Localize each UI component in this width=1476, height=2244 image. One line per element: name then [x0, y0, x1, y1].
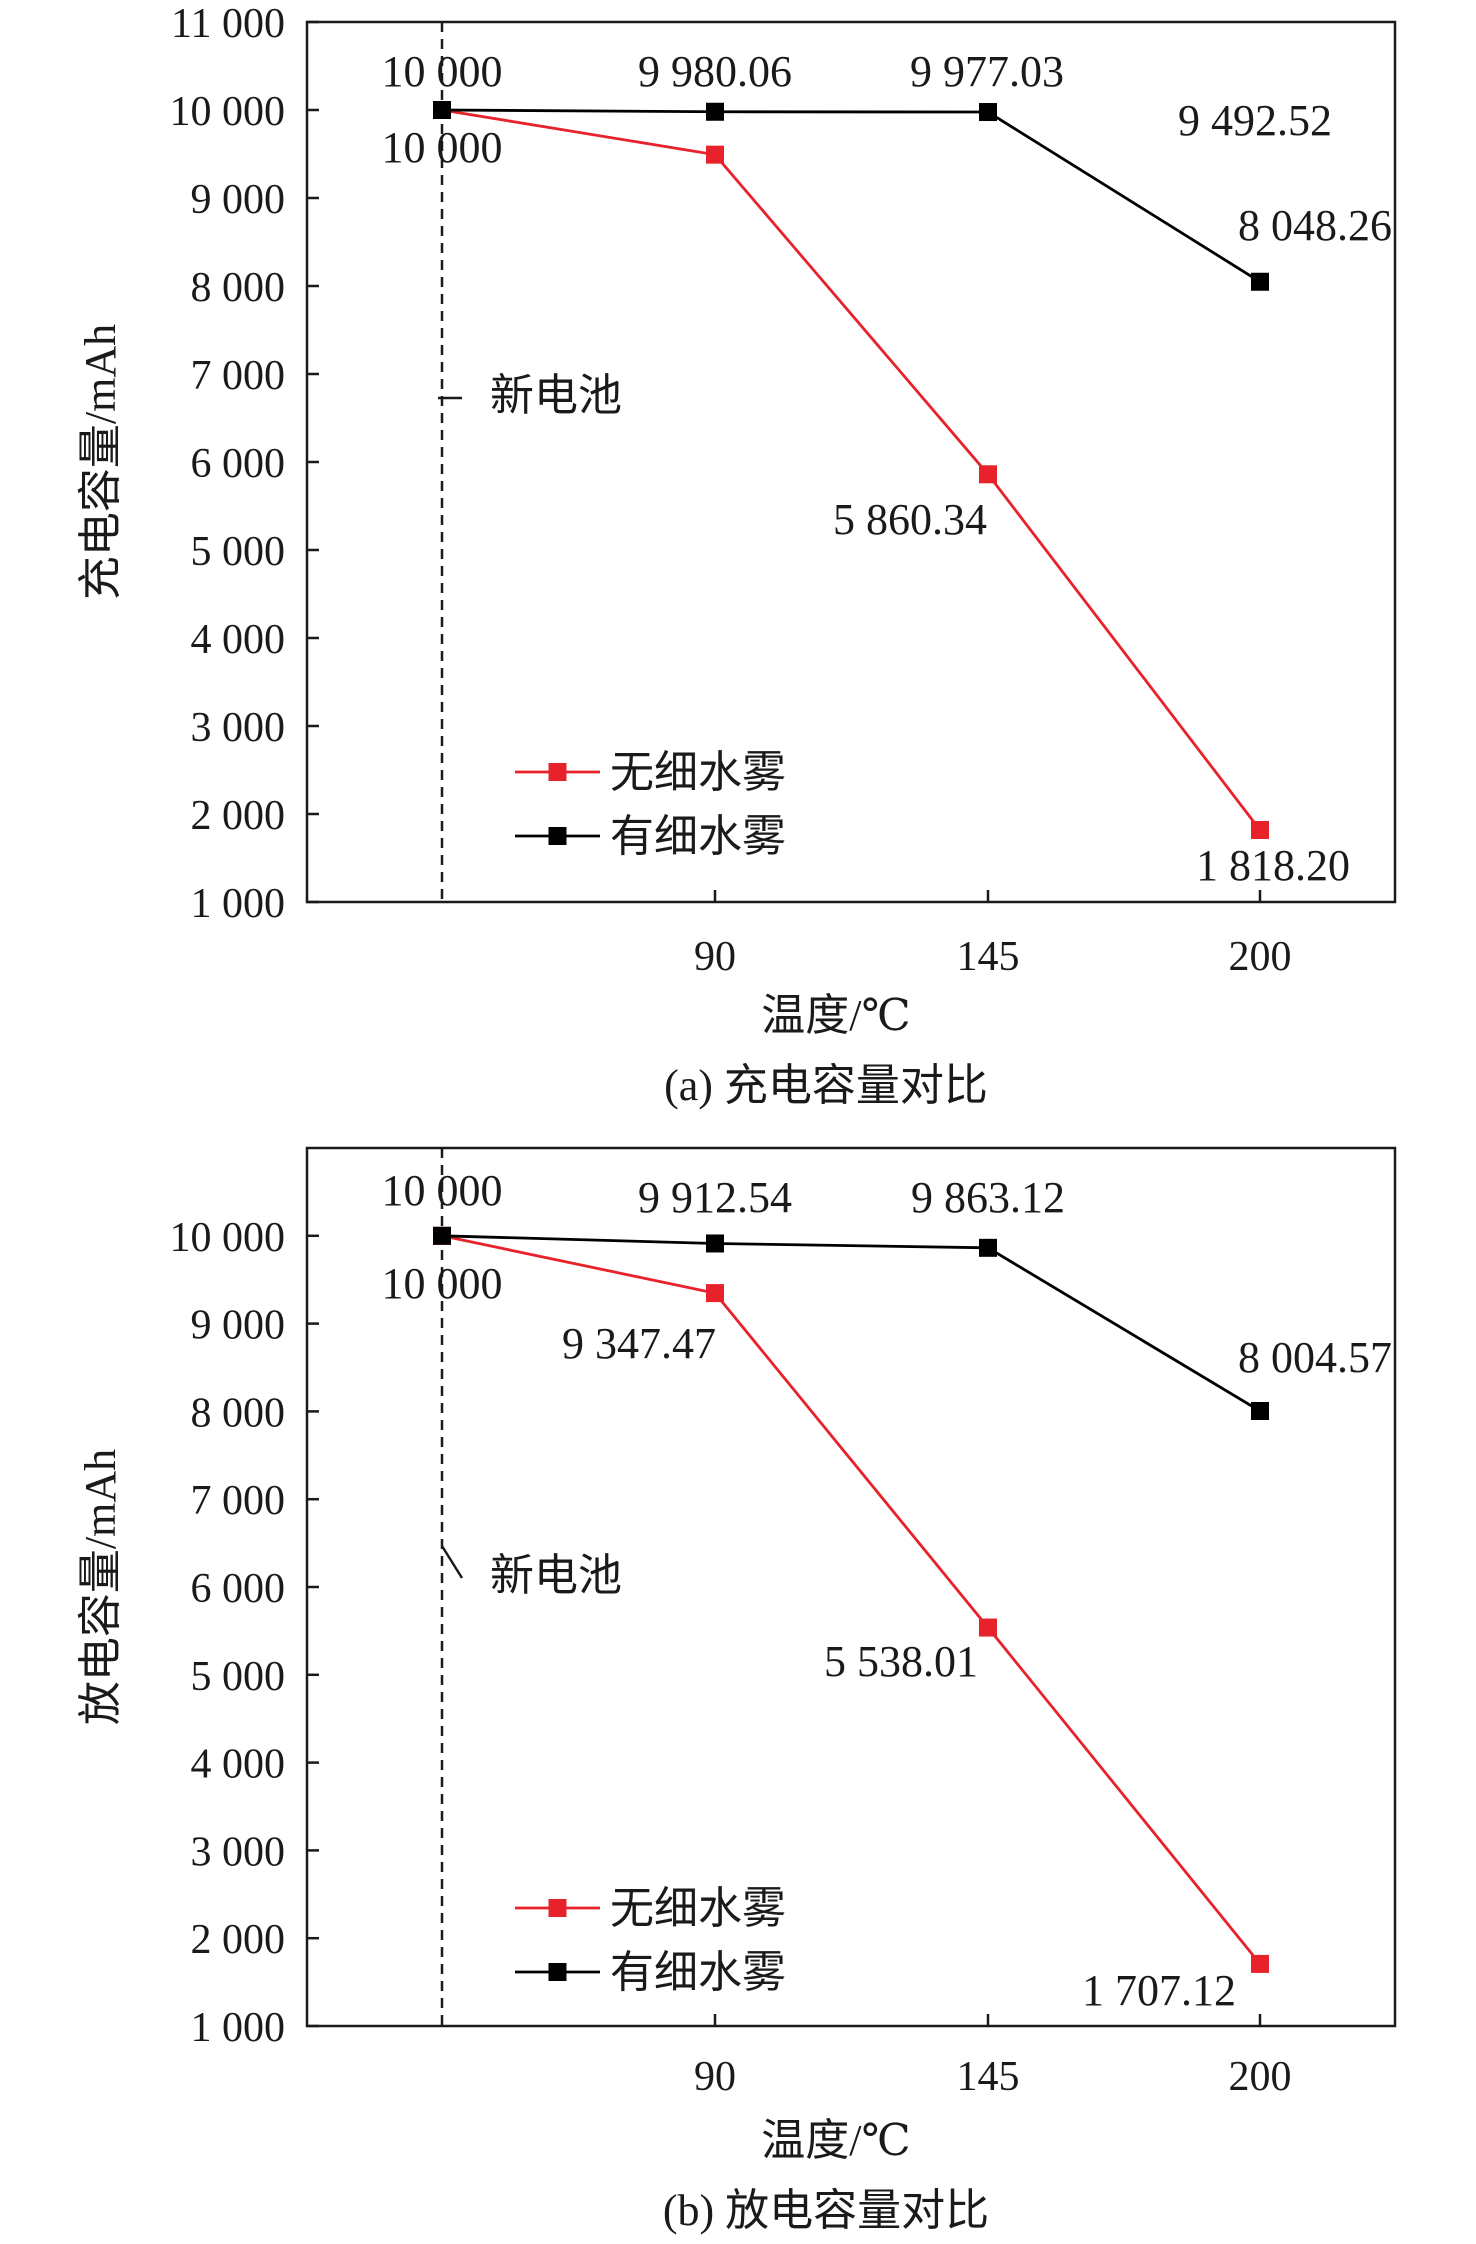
- legend-label: 无细水雾: [610, 748, 786, 797]
- x-tick-label: 200: [1229, 934, 1292, 980]
- legend-marker: [548, 1899, 567, 1917]
- y-axis-title: 充电容量/mAh: [76, 324, 125, 600]
- data-point: [979, 1618, 997, 1637]
- data-label: 10 000: [382, 47, 503, 96]
- x-axis-title: 温度/℃: [761, 991, 910, 1040]
- data-point: [433, 1226, 451, 1245]
- y-tick-label: 4 000: [191, 617, 286, 663]
- y-tick-label: 1 000: [191, 881, 286, 927]
- x-tick-label: 145: [957, 934, 1020, 980]
- y-tick-label: 10 000: [170, 1215, 286, 1261]
- data-point: [706, 1234, 724, 1253]
- y-tick-label: 11 000: [171, 1, 285, 47]
- y-tick-label: 8 000: [191, 265, 286, 311]
- data-label: 10 000: [382, 1166, 503, 1215]
- x-tick-label: 145: [957, 2054, 1020, 2100]
- data-point: [1251, 272, 1269, 291]
- y-tick-label: 5 000: [191, 1654, 286, 1700]
- data-point: [1251, 1954, 1269, 1973]
- data-label: 8 004.57: [1238, 1333, 1392, 1382]
- new-battery-leader: [440, 1545, 464, 1579]
- y-tick-label: 8 000: [191, 1390, 286, 1436]
- y-tick-label: 3 000: [191, 705, 286, 751]
- data-label: 9 912.54: [638, 1173, 792, 1222]
- data-point: [433, 101, 451, 119]
- x-tick-label: 200: [1229, 2054, 1292, 2100]
- legend-label: 无细水雾: [610, 1884, 786, 1933]
- x-tick-label: 90: [694, 2054, 736, 2100]
- series-line: [441, 1234, 1262, 1965]
- new-battery-label: 新电池: [490, 1551, 622, 1600]
- y-tick-label: 6 000: [191, 441, 286, 487]
- legend-label: 有细水雾: [610, 812, 786, 861]
- data-label: 1 818.20: [1196, 841, 1350, 890]
- x-axis-title: 温度/℃: [761, 2116, 910, 2165]
- y-tick-label: 9 000: [191, 177, 286, 223]
- data-label: 9 980.06: [638, 47, 792, 96]
- data-point: [1251, 1401, 1269, 1420]
- y-axis-title: 放电容量/mAh: [76, 1449, 125, 1725]
- data-point: [979, 1238, 997, 1257]
- data-label: 1 707.12: [1082, 1966, 1236, 2015]
- data-label: 5 538.01: [824, 1637, 978, 1686]
- y-tick-label: 6 000: [191, 1566, 286, 1612]
- y-tick-label: 7 000: [191, 353, 286, 399]
- data-label: 9 863.12: [911, 1173, 1065, 1222]
- data-point: [979, 465, 997, 484]
- data-label: 5 860.34: [833, 495, 987, 544]
- data-point: [706, 1284, 724, 1303]
- legend-marker: [548, 827, 567, 845]
- chart-caption: (b) 放电容量对比: [663, 2186, 989, 2235]
- chart-panel-discharge: 1 000 2 000 3 000 4 000 5 000 6 000 7 000 8 000…: [76, 1146, 1397, 2235]
- legend-label: 有细水雾: [610, 1948, 786, 1997]
- data-label: 10 000: [382, 123, 503, 172]
- y-tick-label: 2 000: [191, 1917, 286, 1963]
- chart-panel-charge: 1 000 2 000 3 000 4 000 5 000 6 000 7 000 8 000…: [76, 1, 1397, 1110]
- data-label: 10 000: [382, 1259, 503, 1308]
- y-tick-label: 2 000: [191, 793, 286, 839]
- y-tick-label: 9 000: [191, 1303, 286, 1349]
- legend-marker: [548, 1963, 567, 1981]
- y-tick-label: 3 000: [191, 1829, 286, 1875]
- data-label: 8 048.26: [1238, 201, 1392, 250]
- y-tick-label: 4 000: [191, 1742, 286, 1788]
- y-tick-label: 1 000: [191, 2005, 286, 2051]
- data-label: 9 347.47: [562, 1319, 716, 1368]
- series-line: [441, 108, 1262, 831]
- x-tick-label: 90: [694, 934, 736, 980]
- series-line: [441, 108, 1261, 283]
- data-label: 9 977.03: [910, 47, 1064, 96]
- data-point: [706, 145, 724, 164]
- series-line: [441, 1234, 1261, 1413]
- y-tick-label: 5 000: [191, 529, 286, 575]
- data-point: [706, 102, 724, 121]
- y-tick-label: 10 000: [170, 89, 286, 135]
- data-point: [979, 103, 997, 122]
- legend-marker: [548, 763, 567, 781]
- data-point: [1251, 820, 1269, 839]
- y-tick-label: 7 000: [191, 1478, 286, 1524]
- chart-caption: (a) 充电容量对比: [664, 1061, 988, 1110]
- data-label: 9 492.52: [1178, 96, 1332, 145]
- new-battery-label: 新电池: [490, 371, 622, 420]
